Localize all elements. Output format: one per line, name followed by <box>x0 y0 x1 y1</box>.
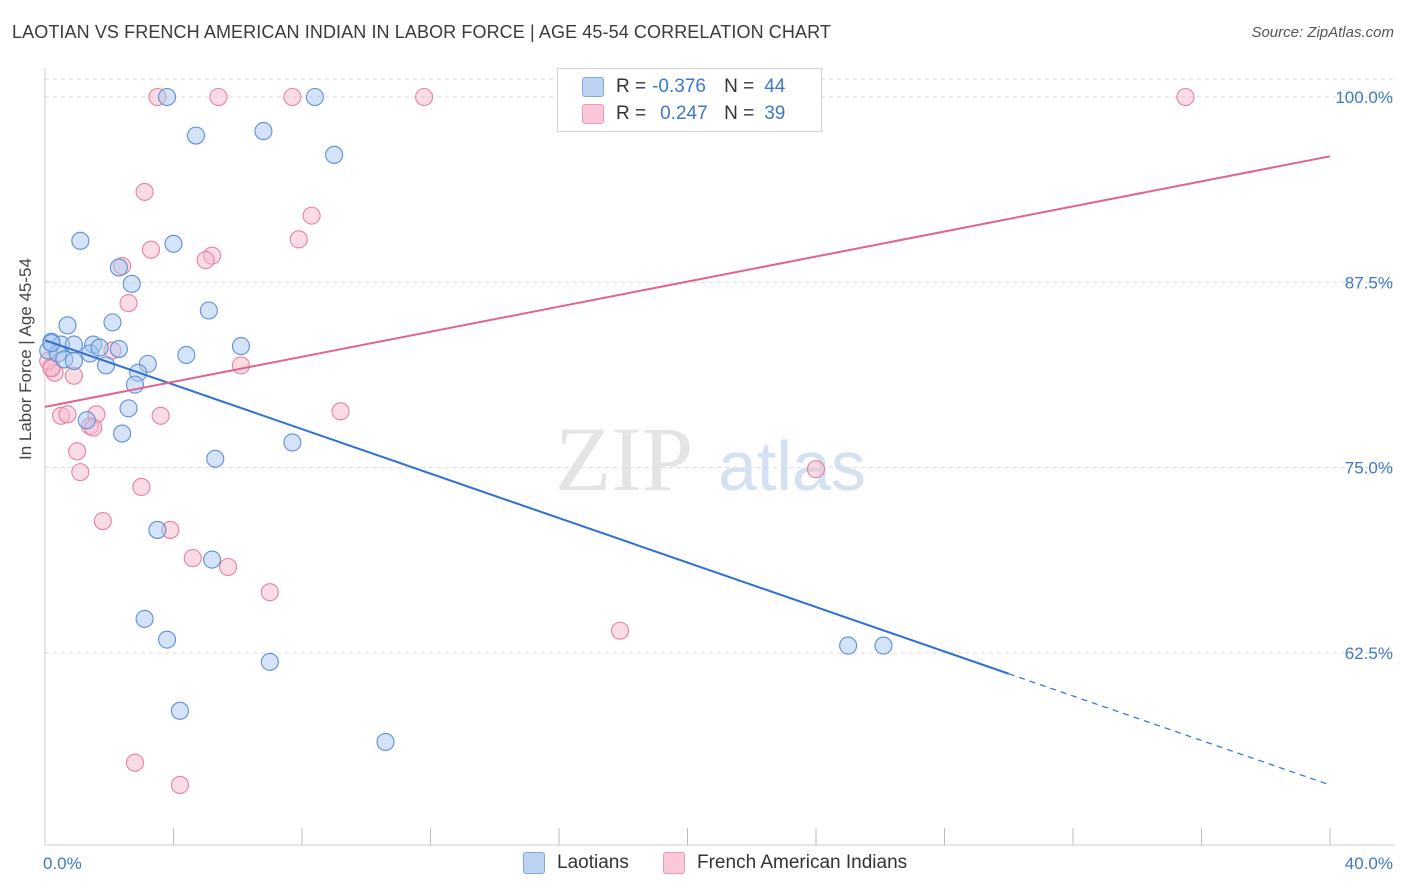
laotian-point <box>148 520 167 539</box>
french-american-indian-point <box>331 402 350 421</box>
french-american-indian-point <box>58 405 77 424</box>
laotian-point <box>164 234 183 253</box>
y-tick-label: 87.5% <box>1345 273 1393 292</box>
laotian-trend-extension <box>1008 673 1331 786</box>
french-american-indian-point <box>170 775 189 795</box>
laotian-point <box>119 399 138 418</box>
laotian-point <box>231 337 251 356</box>
laotian-point <box>260 652 279 671</box>
laotian-point <box>874 636 893 655</box>
laotian-point <box>90 338 109 357</box>
watermark: ZIP atlas <box>555 408 866 510</box>
legend-r-label: R = <box>616 103 647 124</box>
french-american-indian-point <box>283 87 302 107</box>
laotian-point <box>203 550 222 569</box>
series-legend: Laotians French American Indians <box>0 852 1406 878</box>
french-american-indian-point <box>610 621 630 640</box>
french-american-indian-point <box>231 356 251 375</box>
french-american-indian-point <box>1176 87 1195 107</box>
french-american-indian-point <box>183 549 202 568</box>
series-laotians <box>39 87 893 752</box>
laotian-point <box>103 313 122 332</box>
y-axis-label: In Labor Force | Age 45-54 <box>16 258 35 460</box>
laotian-point <box>113 424 132 443</box>
tick-labels: 100.0% 87.5% 75.0% 62.5% 0.0% 40.0% <box>43 88 1393 873</box>
laotian-point <box>96 356 116 375</box>
laotian-point <box>77 411 96 430</box>
legend-swatch-french-american-indians <box>663 852 685 874</box>
legend-row-laotians: R = -0.376 N = 44 <box>582 74 785 100</box>
legend-label-french-american-indians: French American Indians <box>697 852 908 873</box>
legend-n-value: 39 <box>764 103 786 124</box>
legend-r-value: 0.247 <box>660 103 708 124</box>
french-american-indian-point <box>71 463 90 482</box>
chart-title: LAOTIAN VS FRENCH AMERICAN INDIAN IN LAB… <box>12 22 831 42</box>
french-american-indian-point <box>415 87 434 107</box>
french-american-indian-point <box>302 206 321 225</box>
laotian-point <box>177 345 196 365</box>
watermark-atlas: atlas <box>718 427 866 505</box>
french-american-indian-point <box>196 251 215 270</box>
laotian-point <box>254 122 273 141</box>
laotian-trend-line <box>44 339 1010 675</box>
french-american-indian-point <box>289 230 308 249</box>
x-tick-label: 0.0% <box>43 854 82 873</box>
french-american-indian-point <box>132 477 151 496</box>
x-tick-label: 40.0% <box>1345 854 1393 873</box>
french-american-indian-point <box>93 511 112 531</box>
laotian-point <box>158 87 177 107</box>
laotian-point <box>283 433 302 452</box>
legend-swatch-pink <box>582 104 604 124</box>
source-credit: Source: ZipAtlas.com <box>1251 24 1394 41</box>
laotian-point <box>325 145 344 164</box>
axes <box>44 68 1395 846</box>
legend-r-value: -0.376 <box>652 76 706 97</box>
laotian-point <box>158 630 177 649</box>
french-american-indian-point <box>141 240 161 259</box>
legend-n-label: N = <box>724 103 755 124</box>
laotian-point <box>135 609 154 628</box>
laotian-point <box>109 340 128 359</box>
y-tick-label: 75.0% <box>1345 459 1393 478</box>
legend-item-laotians: Laotians <box>523 852 629 874</box>
legend-item-french-american-indians: French American Indians <box>663 852 907 874</box>
legend-n-value: 44 <box>764 76 786 97</box>
y-tick-label: 100.0% <box>1335 88 1393 107</box>
laotian-point <box>109 258 128 277</box>
legend-swatch-laotians <box>523 852 545 874</box>
y-tick-label: 62.5% <box>1345 644 1393 663</box>
laotian-point <box>376 732 395 752</box>
series-french-american-indians <box>39 87 1195 795</box>
french-american-indian-point <box>135 182 154 201</box>
legend-row-french-american-indians: R = 0.247 N = 39 <box>582 101 785 127</box>
correlation-legend: R = -0.376 N = 44 R = 0.247 N = 39 <box>557 68 822 132</box>
laotian-point <box>305 87 324 107</box>
french-american-indian-point <box>125 753 144 772</box>
laotian-point <box>122 274 141 293</box>
laotian-point <box>64 351 83 370</box>
legend-label-laotians: Laotians <box>557 852 629 873</box>
laotian-point <box>839 636 858 655</box>
watermark-zip: ZIP <box>555 408 693 510</box>
legend-n-label: N = <box>724 76 755 97</box>
french-american-indian-point <box>151 406 170 425</box>
french-american-indian-point <box>219 557 238 577</box>
french-american-indian-point <box>119 294 138 313</box>
laotian-point <box>170 701 189 720</box>
laotian-point <box>199 301 218 320</box>
french-american-indian-point <box>68 442 87 461</box>
legend-r-label: R = <box>616 76 647 97</box>
laotian-point <box>71 231 90 250</box>
french-american-indian-point <box>806 460 826 479</box>
french-american-indian-point <box>260 583 279 602</box>
laotian-point <box>186 126 206 145</box>
trend-lines <box>44 155 1331 786</box>
laotian-point <box>206 449 225 468</box>
french-american-indian-point <box>209 87 228 107</box>
french-american-indian-trend-line <box>44 155 1331 408</box>
legend-swatch-blue <box>582 77 604 97</box>
laotian-point <box>58 316 77 335</box>
